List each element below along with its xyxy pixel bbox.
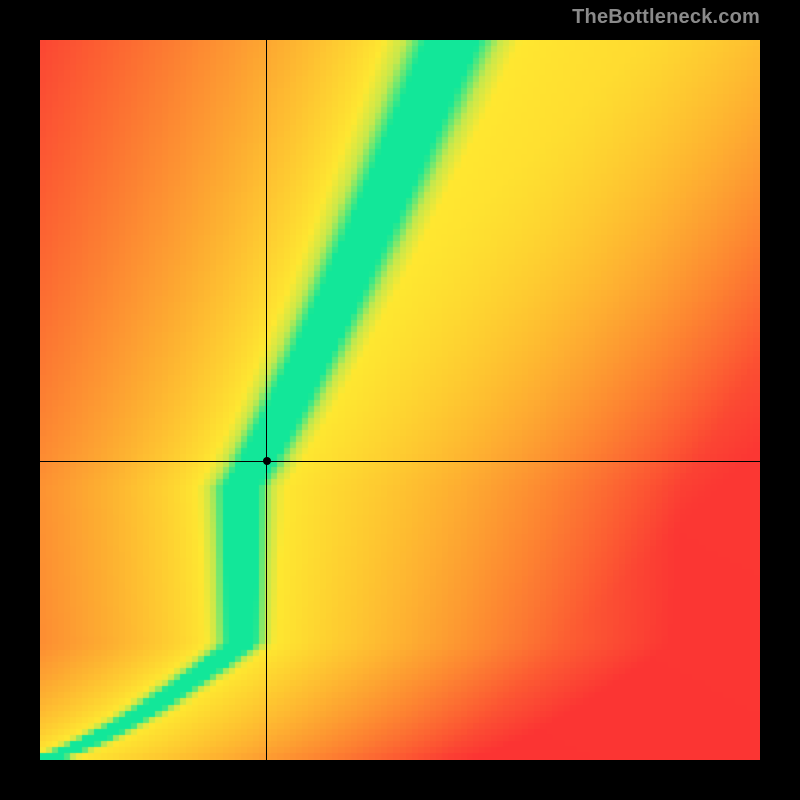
frame: TheBottleneck.com bbox=[0, 0, 800, 800]
bottleneck-heatmap bbox=[40, 40, 760, 760]
watermark-text: TheBottleneck.com bbox=[572, 6, 760, 29]
